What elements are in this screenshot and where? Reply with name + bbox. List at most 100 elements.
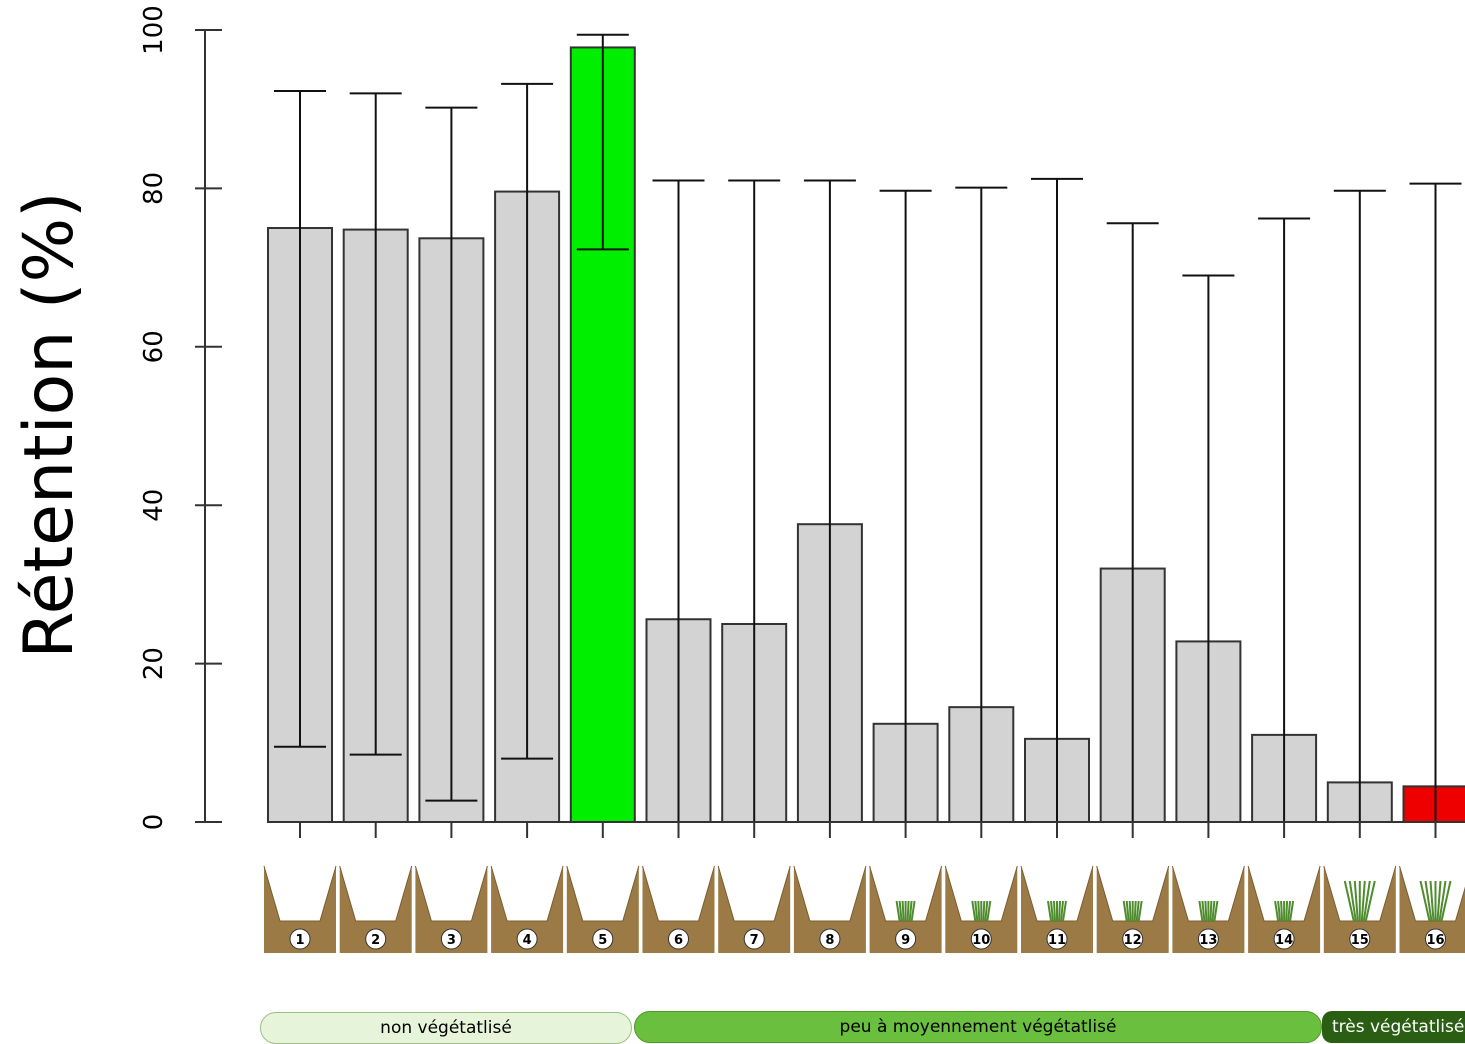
setup-number-label: 13 — [1199, 933, 1217, 948]
trench-outline — [414, 865, 488, 922]
grass-blade — [1058, 900, 1061, 922]
x-axis — [268, 821, 1465, 838]
grass-blade — [1135, 900, 1140, 922]
grass-blade — [1429, 880, 1435, 922]
grass-blade — [1050, 900, 1054, 922]
y-tick-label: 100 — [139, 5, 169, 55]
group-label-peu-moyennement-vegetalise: peu à moyennement végétatlisé — [634, 1011, 1322, 1043]
grass-blade — [1060, 900, 1064, 922]
setup-illustration-5: 5 — [566, 865, 640, 953]
grass-blade — [901, 900, 905, 922]
setup-number-badge — [516, 928, 538, 950]
setup-number-badge — [1197, 928, 1219, 950]
y-tick-label: 60 — [139, 330, 169, 363]
y-axis-label: Rétention (%) — [10, 191, 89, 658]
setup-number-badge — [743, 928, 765, 950]
y-axis: 0 20 40 60 80 100 — [139, 5, 222, 830]
grass-blade — [1287, 900, 1292, 922]
grass-blade — [1362, 880, 1371, 922]
grass-blade — [1277, 900, 1282, 922]
setup-illustration-11: 11 — [1020, 865, 1094, 953]
grass-blade — [1438, 880, 1447, 922]
setup-number-badge — [970, 928, 992, 950]
soil-shape — [869, 866, 942, 953]
setup-illustrations: 1 2 3 4 5 6 7 8 9 10 11 12 13 14 15 16 — [263, 865, 1465, 953]
grass-blade — [1364, 880, 1376, 922]
trench-outline — [793, 865, 867, 922]
grass-blade — [1133, 900, 1137, 922]
setup-number-label: 10 — [972, 933, 990, 948]
setup-illustration-7: 7 — [717, 865, 791, 953]
setup-illustration-8: 8 — [793, 865, 867, 953]
setup-illustration-6: 6 — [642, 865, 715, 953]
setup-illustration-14: 14 — [1247, 865, 1321, 953]
soil-shape — [718, 866, 791, 953]
grass-blade — [910, 900, 916, 922]
setup-number-label: 14 — [1275, 933, 1293, 948]
setup-number-label: 12 — [1124, 933, 1142, 948]
y-tick-label: 40 — [139, 489, 169, 522]
group-label-tres-vegetalise: très végétatlisé — [1322, 1011, 1465, 1043]
setup-number-label: 8 — [825, 933, 834, 948]
setup-illustration-10: 10 — [944, 865, 1018, 953]
setup-number-label: 1 — [295, 933, 304, 948]
setup-illustration-3: 3 — [414, 865, 488, 953]
y-tick-label: 20 — [139, 647, 169, 680]
grass-blade — [1348, 880, 1357, 922]
grass-blade — [1213, 900, 1219, 922]
setup-number-badge — [895, 928, 917, 950]
setup-illustration-2: 2 — [339, 865, 413, 953]
setup-number-label: 9 — [901, 933, 910, 948]
setup-illustration-4: 4 — [490, 865, 564, 953]
grass-blade — [984, 900, 989, 922]
error-bars-layer — [274, 33, 1462, 822]
soil-shape — [1021, 866, 1093, 953]
setup-number-badge — [440, 928, 462, 950]
trench-outline — [642, 865, 715, 922]
grass-blade — [1137, 900, 1143, 922]
setup-illustration-13: 13 — [1171, 865, 1245, 953]
y-tick-label: 80 — [139, 172, 169, 205]
grass-blade — [1289, 900, 1295, 922]
grass-blade — [1274, 900, 1280, 922]
grass-blade — [982, 900, 986, 922]
soil-shape — [1323, 866, 1396, 953]
grass-blade — [895, 900, 901, 922]
grass-blade — [1419, 880, 1431, 922]
bars-layer — [267, 46, 1465, 824]
grass-blade — [1122, 900, 1128, 922]
grass-blade — [1198, 900, 1204, 922]
grass-blade — [898, 900, 903, 922]
setup-number-badge — [1122, 928, 1144, 950]
grass-blade — [977, 900, 981, 922]
group-label-non-vegetalise: non végétatlisé — [260, 1012, 632, 1044]
setup-illustration-1: 1 — [263, 865, 337, 953]
setup-number-badge — [365, 928, 387, 950]
soil-shape — [264, 866, 336, 953]
setup-number-label: 16 — [1426, 933, 1444, 948]
setup-number-badge — [668, 928, 689, 950]
grass-blade — [1436, 880, 1442, 922]
setup-number-label: 6 — [674, 933, 683, 948]
setup-illustration-9: 9 — [869, 865, 943, 953]
grass-blade — [1125, 900, 1130, 922]
grass-blade — [971, 900, 977, 922]
setup-number-label: 7 — [750, 933, 759, 948]
y-tick-label: 0 — [139, 814, 169, 831]
soil-shape — [642, 866, 715, 953]
trench-outline — [490, 865, 564, 922]
group-label-text: très végétatlisé — [1332, 1017, 1465, 1037]
trench-outline — [566, 865, 640, 922]
setup-number-label: 11 — [1048, 933, 1066, 948]
setup-number-badge — [1046, 928, 1068, 950]
soil-shape — [566, 866, 639, 953]
soil-shape — [339, 866, 412, 953]
soil-shape — [1399, 866, 1465, 953]
setup-illustration-15: 15 — [1323, 865, 1397, 953]
setup-number-badge — [592, 928, 614, 950]
grass-blade — [1062, 900, 1067, 922]
soil-shape — [945, 866, 1018, 953]
setup-number-label: 5 — [598, 933, 607, 948]
trench-outline — [263, 865, 337, 922]
